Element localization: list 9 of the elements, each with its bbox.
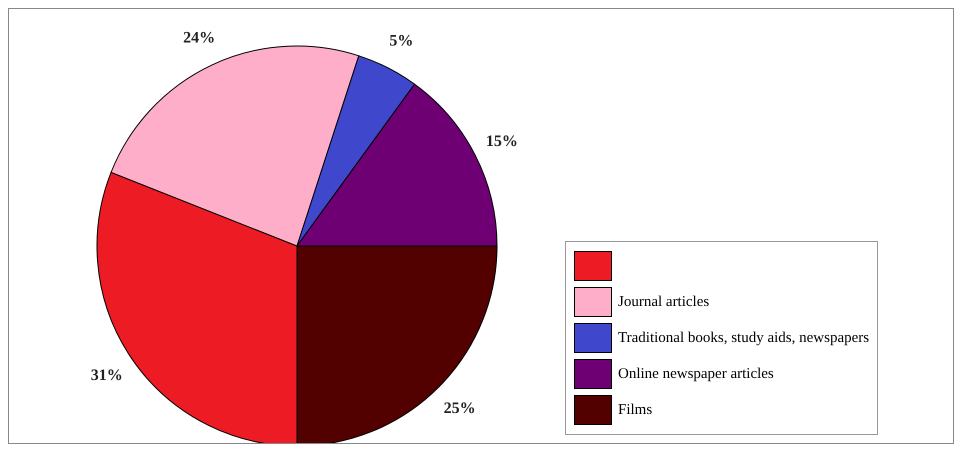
legend-label: Journal articles: [618, 294, 710, 310]
data-label: 25%: [444, 400, 476, 418]
data-label: 15%: [486, 133, 518, 150]
legend-label: Films: [618, 402, 652, 418]
data-label: 24%: [183, 29, 216, 46]
data-label: 31%: [90, 366, 123, 384]
legend-label: Online newspaper articles: [618, 366, 774, 382]
data-label: 5%: [389, 32, 414, 50]
legend-label: Traditional books, study aids, newspapers: [618, 330, 870, 346]
